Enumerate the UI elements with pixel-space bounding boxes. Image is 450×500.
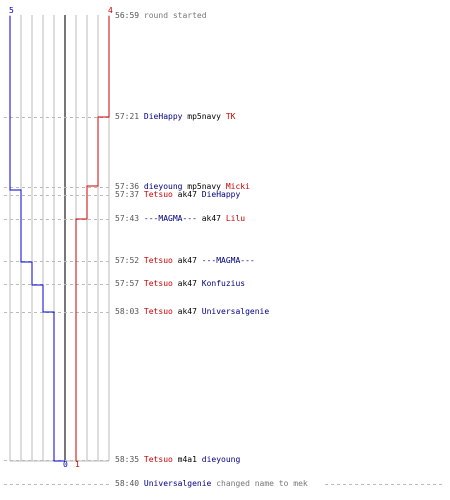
- event-row: 57:37 Tetsuo ak47 DieHappy: [115, 190, 240, 200]
- blue-player-name: Universalgenie: [201, 307, 270, 316]
- weapon-label: mp5navy: [187, 112, 221, 121]
- event-time: 57:37: [115, 190, 140, 199]
- event-time: 57:21: [115, 112, 140, 121]
- blue-start-count: 5: [9, 6, 14, 15]
- red-start-count: 4: [108, 6, 113, 15]
- blue-end-count: 0: [63, 460, 68, 469]
- event-row: 57:43 ---MAGMA--- ak47 Lilu: [115, 214, 245, 224]
- red-player-name: Tetsuo: [143, 455, 173, 464]
- event-message: round started: [143, 11, 207, 20]
- event-time: 58:35: [115, 455, 140, 464]
- event-time: 57:43: [115, 214, 140, 223]
- event-message: changed name to mek: [216, 479, 308, 488]
- event-row: 58:35 Tetsuo m4a1 dieyoung: [115, 455, 240, 465]
- blue-player-name: ---MAGMA---: [143, 214, 197, 223]
- event-row: 57:57 Tetsuo ak47 Konfuzius: [115, 279, 245, 289]
- red-player-name: Tetsuo: [143, 256, 173, 265]
- blue-player-name: DieHappy: [143, 112, 183, 121]
- red-player-name: TK: [225, 112, 236, 121]
- weapon-label: m4a1: [177, 455, 197, 464]
- event-time: 57:57: [115, 279, 140, 288]
- blue-player-name: dieyoung: [143, 182, 183, 191]
- blue-player-name: dieyoung: [201, 455, 241, 464]
- event-time: 57:52: [115, 256, 140, 265]
- weapon-label: mp5navy: [187, 182, 221, 191]
- red-player-name: Tetsuo: [143, 279, 173, 288]
- blue-player-name: Konfuzius: [201, 279, 246, 288]
- event-row: 57:52 Tetsuo ak47 ---MAGMA---: [115, 256, 255, 266]
- red-player-name: Micki: [225, 182, 250, 191]
- red-end-count: 1: [75, 460, 80, 469]
- blue-player-name: ---MAGMA---: [201, 256, 255, 265]
- weapon-label: ak47: [201, 214, 221, 223]
- event-row: 57:36 dieyoung mp5navy Micki: [115, 182, 250, 192]
- red-player-name: Tetsuo: [143, 190, 173, 199]
- blue-player-name: Universalgenie: [143, 479, 212, 488]
- red-team-score-line: [75, 16, 110, 461]
- event-guide-lines: [4, 117, 445, 485]
- weapon-label: ak47: [177, 190, 197, 199]
- weapon-label: ak47: [177, 256, 197, 265]
- weapon-label: ak47: [177, 307, 197, 316]
- event-time: 58:03: [115, 307, 140, 316]
- player-grid: [9, 15, 110, 462]
- weapon-label: ak47: [177, 279, 197, 288]
- blue-team-score-line: [9, 16, 65, 462]
- event-row: 56:59 round started: [115, 11, 207, 21]
- red-player-name: Tetsuo: [143, 307, 173, 316]
- event-row: 57:21 DieHappy mp5navy TK: [115, 112, 235, 122]
- blue-player-name: DieHappy: [201, 190, 241, 199]
- red-player-name: Lilu: [225, 214, 246, 223]
- event-time: 58:40: [115, 479, 140, 488]
- event-row: 58:03 Tetsuo ak47 Universalgenie: [115, 307, 269, 317]
- event-row: 58:40 Universalgenie changed name to mek: [115, 479, 308, 489]
- event-time: 57:36: [115, 182, 140, 191]
- event-time: 56:59: [115, 11, 140, 20]
